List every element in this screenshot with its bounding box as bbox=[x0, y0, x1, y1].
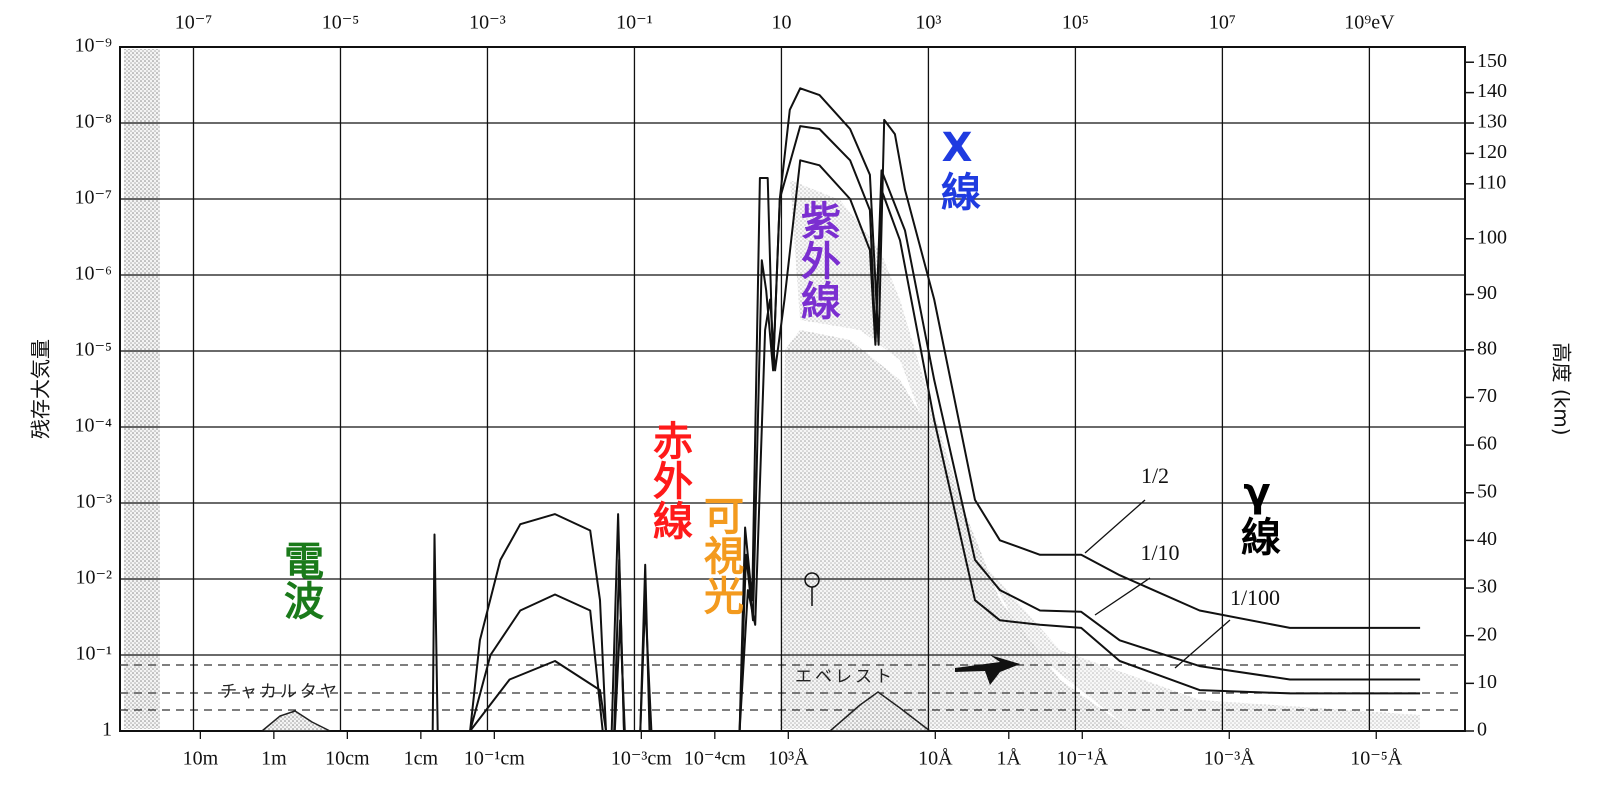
balloon-icon bbox=[804, 572, 820, 606]
y-tick-label: 10⁻⁸ bbox=[74, 111, 112, 133]
x-top-tick-label: 10 bbox=[771, 12, 791, 34]
y2-tick-label: 120 bbox=[1477, 141, 1507, 163]
series-label: 1/100 bbox=[1230, 585, 1280, 610]
y-tick-label: 10⁻⁵ bbox=[74, 339, 112, 361]
annotation: 赤外線 bbox=[646, 420, 693, 540]
y-tick-label: 10⁻⁶ bbox=[74, 263, 112, 285]
x-top-tick-label: 10⁻¹ bbox=[616, 12, 653, 34]
annotation: X線 bbox=[934, 125, 981, 211]
annotation: 電波 bbox=[277, 540, 324, 620]
y2-tick-label: 150 bbox=[1477, 50, 1507, 72]
y2-tick-label: 10 bbox=[1477, 671, 1497, 693]
y2-tick-label: 80 bbox=[1477, 337, 1497, 359]
airplane-icon bbox=[955, 655, 1020, 685]
annotation: γ線 bbox=[1234, 470, 1281, 556]
y2-tick-label: 90 bbox=[1477, 282, 1497, 304]
y2-tick-label: 70 bbox=[1477, 385, 1497, 407]
y-tick-label: 10⁻⁴ bbox=[74, 415, 112, 437]
series-label: 1/10 bbox=[1140, 540, 1179, 565]
series-line bbox=[431, 87, 1421, 732]
series-label: 1/2 bbox=[1141, 463, 1169, 488]
x-bottom-tick-label: 10⁻³Å bbox=[1204, 748, 1256, 770]
y2-tick-label: 60 bbox=[1477, 433, 1497, 455]
y2-tick-label: 140 bbox=[1477, 80, 1507, 102]
x-bottom-tick-label: 10⁻³cm bbox=[611, 748, 672, 770]
y-tick-label: 10⁻¹ bbox=[75, 643, 112, 665]
y-tick-label: 10⁻⁷ bbox=[74, 187, 112, 209]
x-bottom-tick-label: 10⁻⁵Å bbox=[1350, 748, 1403, 770]
x-top-tick-label: 10⁵ bbox=[1062, 12, 1089, 34]
x-bottom-tick-label: 1cm bbox=[404, 748, 439, 770]
x-bottom-tick-label: 10Å bbox=[918, 748, 953, 770]
x-bottom-tick-label: 10⁻¹cm bbox=[464, 748, 525, 770]
y2-tick-label: 20 bbox=[1477, 623, 1497, 645]
annotation: 可視光 bbox=[697, 495, 744, 615]
y-axis-title: 残存大気量 bbox=[29, 339, 53, 439]
x-top-tick-label: 10⁻⁵ bbox=[322, 12, 360, 34]
x-top-tick-label: 10⁻⁷ bbox=[175, 12, 213, 34]
stipple-band bbox=[124, 49, 160, 729]
x-top-tick-label: 10⁹eV bbox=[1344, 12, 1395, 34]
x-top-tick-label: 10⁻³ bbox=[469, 12, 506, 34]
reference-lines bbox=[120, 664, 1465, 711]
y2-axis-title: 高度 (km) bbox=[1550, 342, 1574, 435]
x-top-tick-label: 10³ bbox=[915, 12, 941, 34]
annotation: 紫外線 bbox=[794, 200, 841, 320]
annotation: チャカルタヤ bbox=[220, 682, 340, 702]
y2-tick-label: 0 bbox=[1477, 719, 1487, 741]
y2-tick-label: 30 bbox=[1477, 576, 1497, 598]
y2-tick-label: 110 bbox=[1477, 171, 1506, 193]
y2-tick-label: 50 bbox=[1477, 480, 1497, 502]
x-bottom-tick-label: 1m bbox=[261, 748, 287, 770]
x-bottom-tick-label: 10³Å bbox=[768, 748, 809, 770]
shaded-region bbox=[780, 330, 1130, 729]
x-bottom-tick-label: 10⁻⁴cm bbox=[684, 748, 746, 770]
y-tick-label: 10⁻³ bbox=[75, 491, 112, 513]
y2-tick-label: 40 bbox=[1477, 528, 1497, 550]
x-bottom-tick-label: 10cm bbox=[325, 748, 370, 770]
series-line bbox=[469, 125, 1421, 732]
series-line bbox=[469, 159, 1421, 732]
annotation: エベレスト bbox=[795, 667, 895, 687]
x-bottom-tick-label: 1Å bbox=[997, 748, 1022, 770]
shaded-region bbox=[790, 180, 1420, 729]
y2-tick-label: 100 bbox=[1477, 226, 1507, 248]
x-bottom-tick-label: 10m bbox=[183, 748, 219, 770]
x-top-tick-label: 10⁷ bbox=[1209, 12, 1236, 34]
y2-tick-label: 130 bbox=[1477, 111, 1507, 133]
x-bottom-tick-label: 10⁻¹Å bbox=[1057, 748, 1109, 770]
y-tick-label: 1 bbox=[102, 719, 112, 741]
y-tick-label: 10⁻² bbox=[75, 567, 112, 589]
y-tick-label: 10⁻⁹ bbox=[74, 35, 112, 57]
